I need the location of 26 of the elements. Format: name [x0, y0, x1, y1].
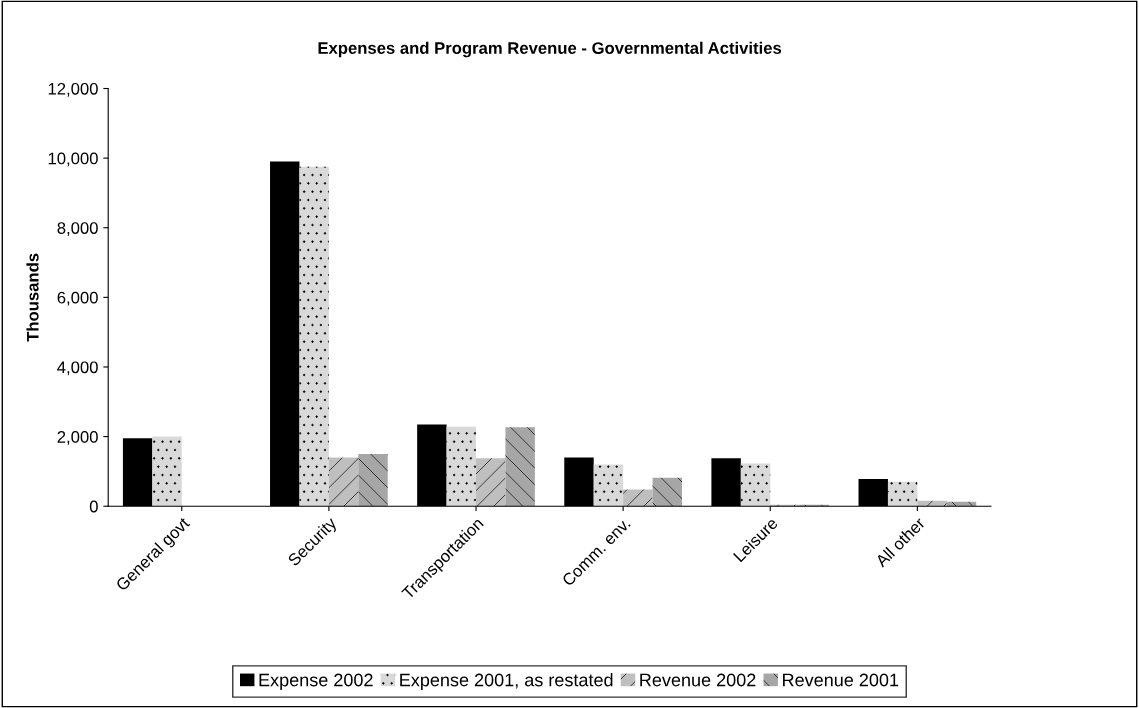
y-axis-title: Thousands	[26, 253, 39, 342]
bar	[652, 477, 682, 507]
bar	[358, 454, 388, 507]
legend-label: Expense 2002	[259, 673, 373, 690]
bar	[446, 426, 477, 507]
bar	[623, 489, 653, 507]
bar	[476, 458, 506, 507]
y-tick-label: 2,000	[57, 431, 98, 445]
bar	[887, 481, 918, 507]
bar	[917, 500, 947, 507]
legend-label: Revenue 2001	[783, 673, 899, 687]
bar	[740, 463, 771, 507]
legend-label: Expense 2001, as restated	[400, 673, 613, 690]
y-tick-label: 6,000	[57, 291, 98, 306]
legend-label: Revenue 2002	[640, 673, 756, 687]
chart-title: Expenses and Program Revenue - Governmental Activities	[318, 41, 782, 58]
bar	[593, 464, 624, 507]
y-tick-label: 0	[89, 500, 98, 513]
bar	[299, 166, 329, 507]
y-tick-label: 8,000	[57, 222, 98, 236]
bar	[152, 436, 182, 507]
y-tick-label: 10,000	[48, 152, 98, 167]
bar	[328, 457, 359, 507]
y-tick-label: 12,000	[48, 82, 98, 97]
bar	[505, 427, 535, 507]
y-tick-label: 4,000	[57, 361, 98, 376]
